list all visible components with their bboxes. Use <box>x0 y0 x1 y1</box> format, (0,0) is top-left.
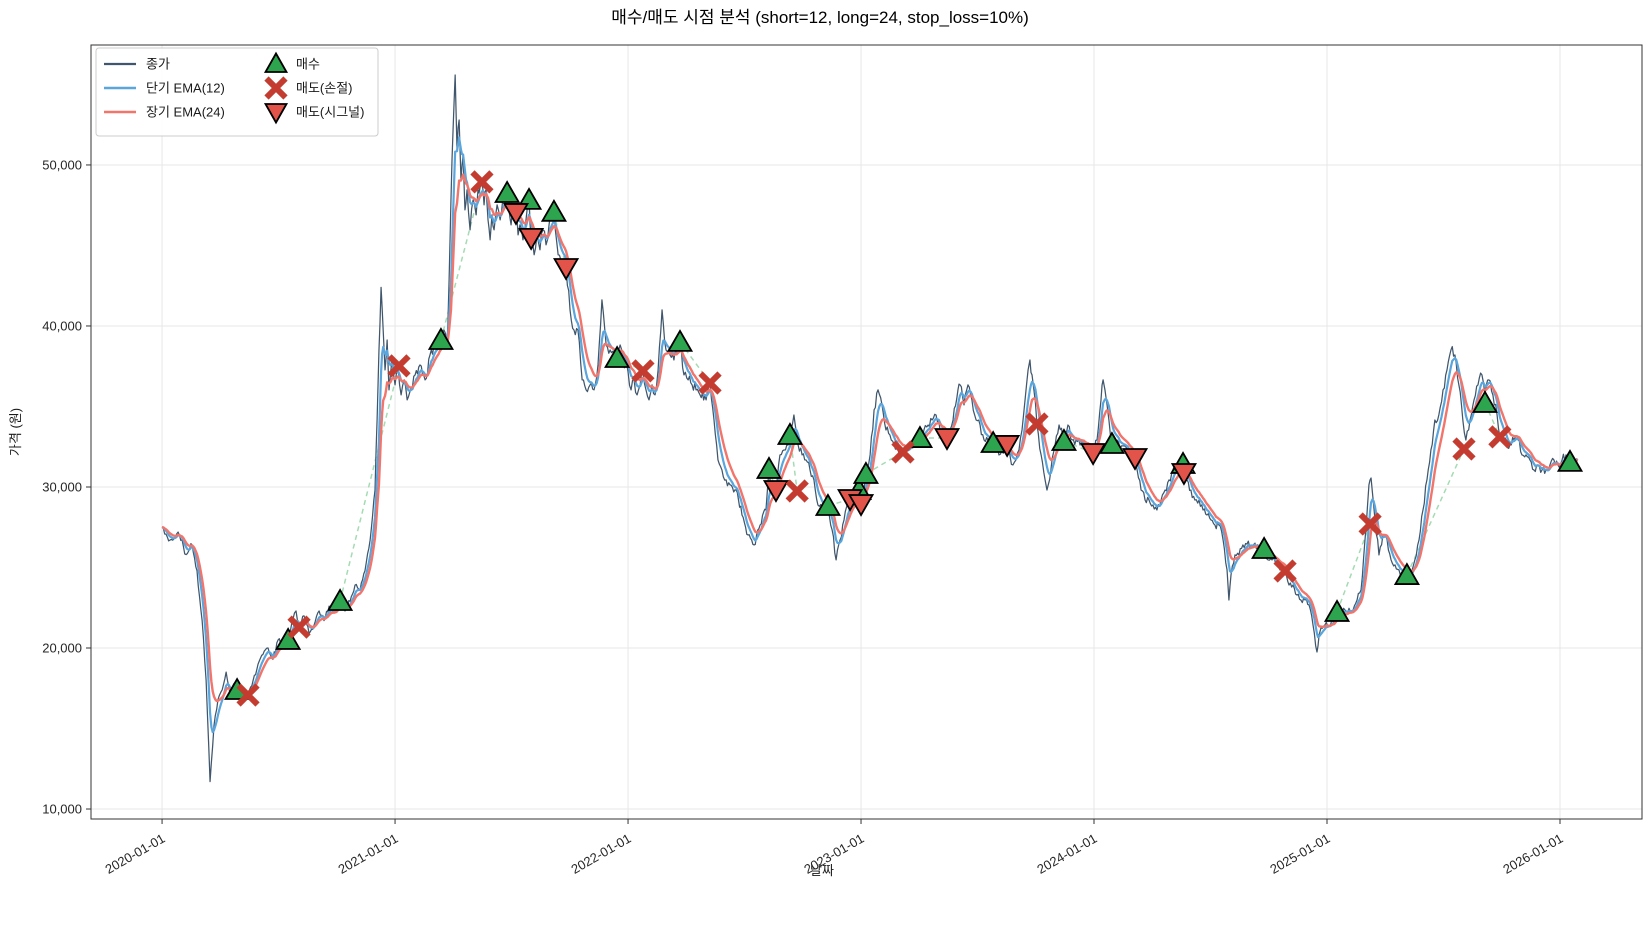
sell-stop-marker-icon <box>264 76 288 100</box>
y-tick-label: 50,000 <box>42 157 82 172</box>
buy-marker <box>776 422 804 445</box>
legend-label-buy: 매수 <box>296 57 320 72</box>
x-tick-label: 2022-01-01 <box>568 831 633 877</box>
sell-stoploss-marker <box>1452 437 1476 461</box>
buy-marker <box>1050 428 1078 451</box>
buy-marker <box>1556 449 1584 472</box>
legend: 종가 단기 EMA(12) 장기 EMA(24) 매수 매도(손절) 매도(시그… <box>95 47 379 137</box>
legend-box <box>95 47 379 137</box>
legend-label-sell-signal: 매도(시그널) <box>296 105 364 120</box>
sell-stoploss-marker <box>1488 425 1512 449</box>
buy-marker <box>494 180 521 203</box>
x-tick-label: 2026-01-01 <box>1500 831 1565 877</box>
buy-marker <box>327 588 354 611</box>
trade-connector-lines <box>236 181 1501 696</box>
y-tick-label: 10,000 <box>42 802 82 817</box>
sell-stoploss-marker <box>1273 559 1297 583</box>
series-lines <box>161 74 1579 783</box>
short-ema-line <box>161 136 1578 734</box>
trade-line <box>1336 523 1371 613</box>
buy-marker <box>814 493 841 516</box>
sell-signal-marker-icon <box>263 103 289 125</box>
sell-stoploss-marker <box>236 683 260 707</box>
trade-line <box>865 451 904 475</box>
close-price-line <box>161 74 1579 783</box>
chart-title: 매수/매도 시점 분석 (short=12, long=24, stop_los… <box>611 8 1029 27</box>
buy-marker <box>540 199 568 222</box>
buy-marker <box>604 345 631 368</box>
sell-signal-marker <box>518 227 545 251</box>
buy-marker <box>427 327 455 350</box>
buy-marker <box>1098 431 1126 454</box>
x-tick-label: 2021-01-01 <box>335 831 400 877</box>
buy-marker <box>906 425 934 448</box>
y-tick-label: 30,000 <box>42 479 82 494</box>
sell-stoploss-marker <box>891 440 915 464</box>
signal-markers <box>224 170 1584 707</box>
buy-marker <box>275 627 302 650</box>
legend-item-close: 종가 <box>104 57 170 72</box>
trade-line <box>339 365 400 602</box>
sell-signal-marker <box>1080 443 1107 466</box>
sell-stoploss-marker <box>785 479 809 503</box>
buy-marker <box>1393 562 1420 585</box>
sell-signal-marker <box>933 428 961 451</box>
sell-signal-marker <box>553 258 580 281</box>
legend-item-sell-stop: 매도(손절) <box>264 76 353 100</box>
sell-signal-marker <box>762 480 790 503</box>
buy-marker <box>1323 599 1351 622</box>
sell-signal-marker <box>994 435 1021 458</box>
buy-marker <box>666 329 694 352</box>
sell-stoploss-marker <box>698 371 722 395</box>
y-axis-label: 가격 (원) <box>8 408 23 456</box>
x-axis-label: 날짜 <box>810 863 834 878</box>
sell-stoploss-marker <box>1358 512 1382 536</box>
sell-stoploss-marker <box>387 354 411 378</box>
buy-marker-icon <box>263 51 289 73</box>
sell-stoploss-marker <box>631 359 655 383</box>
legend-item-ema24: 장기 EMA(24) <box>104 105 225 120</box>
sell-signal-marker <box>1121 448 1149 471</box>
legend-label-ema24: 장기 EMA(24) <box>146 105 225 120</box>
buy-marker <box>852 461 879 484</box>
y-tick-label: 40,000 <box>42 318 82 333</box>
axis-ticks: 10,000 20,000 30,000 40,000 50,000 2020-01-01… <box>42 157 1565 876</box>
legend-label-ema12: 단기 EMA(12) <box>146 81 225 96</box>
sell-signal-marker <box>847 494 875 517</box>
sell-signal-marker <box>1170 463 1198 486</box>
long-ema-line <box>161 173 1578 703</box>
legend-item-buy: 매수 <box>263 51 320 73</box>
legend-label-sell-stop: 매도(손절) <box>296 81 353 96</box>
y-tick-label: 20,000 <box>42 641 82 656</box>
legend-item-sell-signal: 매도(시그널) <box>263 103 364 125</box>
sell-stoploss-marker <box>470 170 494 194</box>
buy-marker <box>1251 536 1278 559</box>
x-tick-label: 2025-01-01 <box>1267 831 1332 877</box>
buy-marker <box>755 456 783 479</box>
sell-stoploss-marker <box>1025 412 1049 436</box>
buy-marker <box>1471 390 1499 413</box>
x-tick-label: 2020-01-01 <box>102 831 167 877</box>
legend-label-close: 종가 <box>146 57 170 72</box>
x-tick-label: 2024-01-01 <box>1034 831 1099 877</box>
plot-border <box>90 44 1643 820</box>
gridlines <box>91 45 1642 819</box>
legend-item-ema12: 단기 EMA(12) <box>104 81 225 96</box>
sell-signal-marker <box>502 203 530 226</box>
sell-stoploss-marker <box>287 615 311 639</box>
